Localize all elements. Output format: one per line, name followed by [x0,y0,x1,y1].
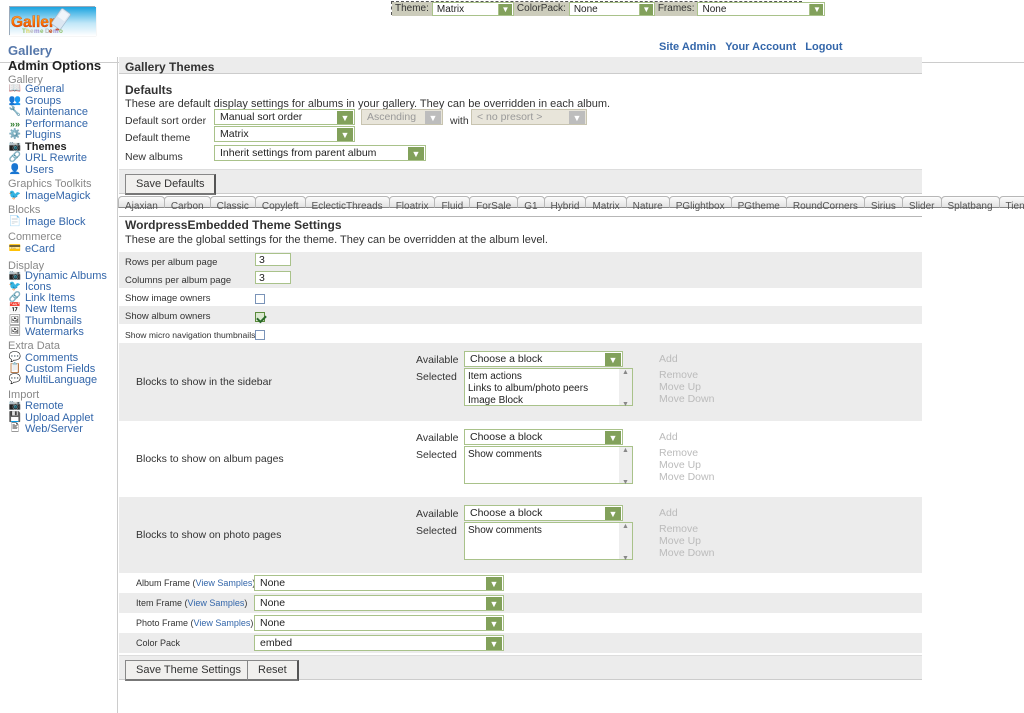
svg-text:e: e [40,28,44,35]
